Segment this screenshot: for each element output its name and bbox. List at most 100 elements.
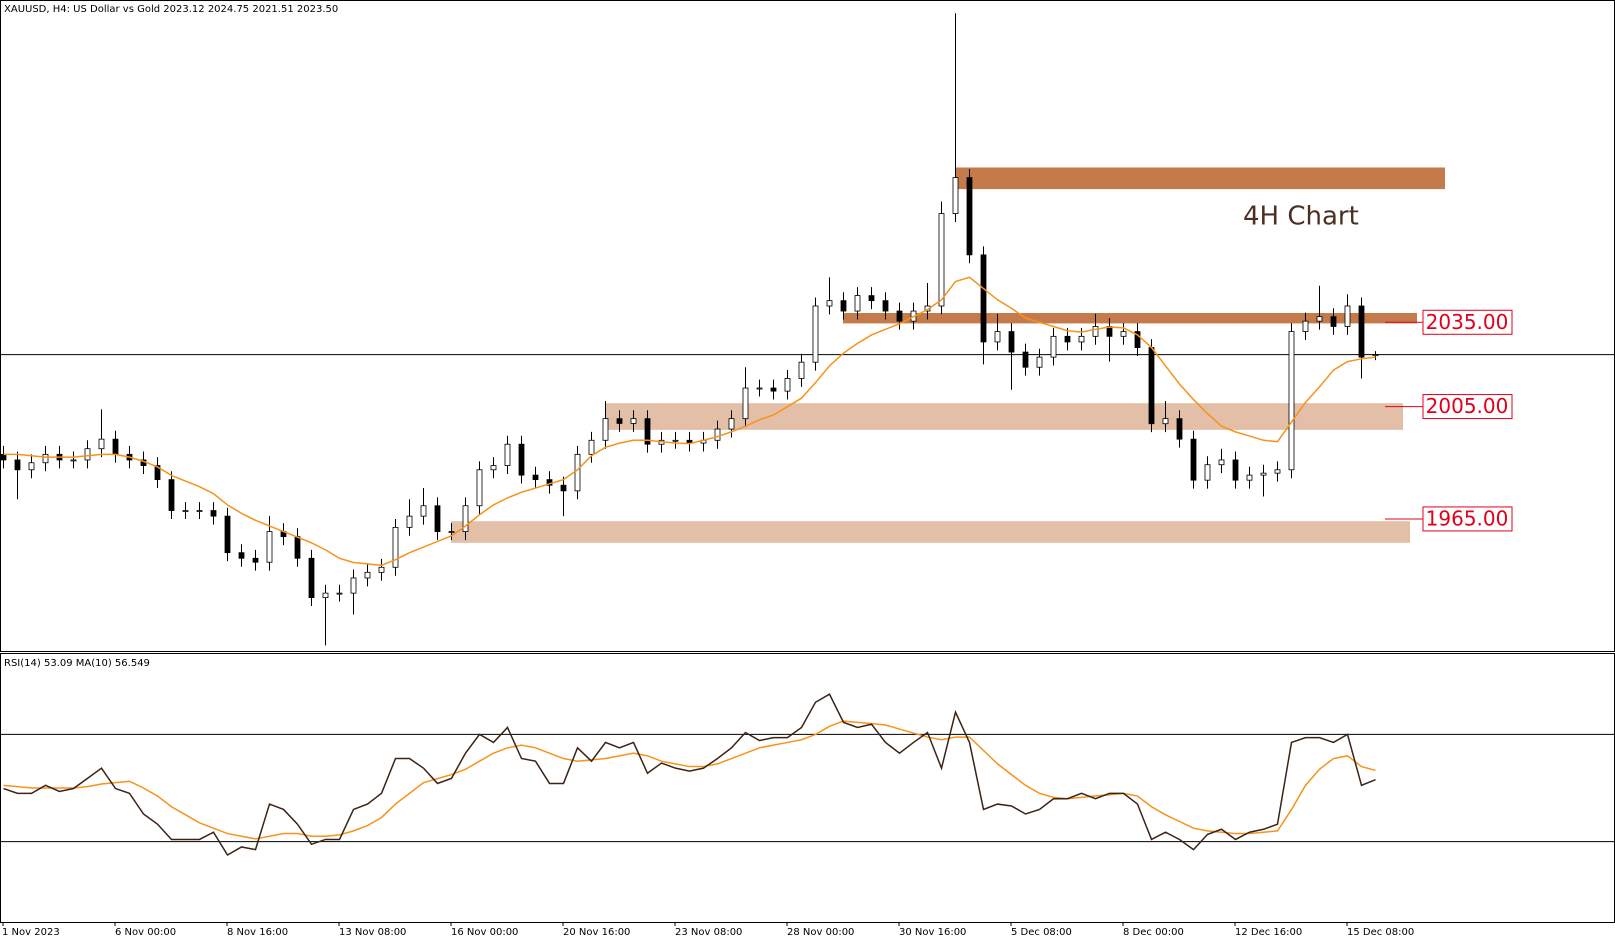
candle-body (392, 526, 399, 568)
candle-body (1176, 418, 1183, 440)
candle-body (1246, 474, 1253, 481)
candle-body (1330, 316, 1337, 327)
candle-body (70, 459, 77, 462)
level-label: 2005.00 (1426, 394, 1509, 418)
candle-body (1120, 331, 1127, 337)
x-tick-label: 1 Nov 2023 (2, 927, 60, 938)
candle-body (532, 474, 539, 481)
candle-body (490, 465, 497, 471)
candle-body (1358, 305, 1365, 358)
candle-body (840, 300, 847, 312)
x-tick-label: 23 Nov 08:00 (675, 927, 742, 938)
candle-body (896, 310, 903, 322)
candle-body (1162, 418, 1169, 425)
candle-body (1050, 335, 1057, 358)
candle-body (1190, 438, 1197, 481)
rsi-panel (0, 653, 1615, 923)
candle-body (756, 387, 763, 390)
candle-body (210, 510, 217, 517)
x-tick-label: 30 Nov 16:00 (899, 927, 966, 938)
candle-body (1288, 331, 1295, 471)
candle-body (364, 571, 371, 579)
candle-body (1218, 459, 1225, 466)
candle-body (1302, 320, 1309, 332)
zone (955, 167, 1445, 190)
candle-body (182, 510, 189, 512)
candle-body (14, 459, 21, 471)
rsi-title: RSI(14) 53.09 MA(10) 56.549 (4, 658, 150, 669)
x-tick-label: 12 Dec 16:00 (1235, 927, 1302, 938)
candle-body (728, 418, 735, 430)
candle-body (798, 361, 805, 379)
candle-body (1344, 305, 1351, 327)
candle-body (994, 331, 1001, 343)
level-box (1422, 506, 1513, 532)
candle-body (1036, 356, 1043, 368)
candle-body (1372, 354, 1379, 357)
candle-body (168, 479, 175, 511)
candle-body (1274, 469, 1281, 474)
candle-body (644, 418, 651, 445)
x-tick-label: 20 Nov 16:00 (563, 927, 630, 938)
candle-body (294, 536, 301, 559)
candle-body (938, 213, 945, 307)
candle-body (504, 443, 511, 466)
x-tick-label: 8 Dec 00:00 (1123, 927, 1184, 938)
candle-body (462, 505, 469, 532)
candle-body (350, 577, 357, 594)
candle-body (882, 300, 889, 312)
candle-body (574, 453, 581, 492)
candle-body (266, 531, 273, 563)
candle-body (602, 418, 609, 441)
candle-body (1078, 335, 1085, 343)
candle-body (1204, 464, 1211, 481)
x-tick-label: 16 Nov 00:00 (451, 927, 518, 938)
x-tick-label: 5 Dec 08:00 (1011, 927, 1072, 938)
candle-body (672, 439, 679, 442)
candle-body (42, 453, 49, 464)
candle-body (112, 438, 119, 455)
candle-body (448, 531, 455, 533)
level-box (1422, 309, 1513, 335)
candle-body (826, 300, 833, 307)
candle-body (1232, 459, 1239, 481)
candle-body (1092, 326, 1099, 337)
candle-body (980, 254, 987, 343)
candle-body (770, 387, 777, 392)
x-tick-label: 6 Nov 00:00 (115, 927, 176, 938)
candle-body (630, 418, 637, 424)
candle-body (1316, 316, 1323, 322)
level-label: 1965.00 (1426, 506, 1509, 530)
candle-body (1260, 472, 1267, 476)
candle-body (952, 177, 959, 214)
candle-body (1134, 331, 1141, 348)
candle-body (1148, 347, 1155, 425)
candle-body (588, 439, 595, 455)
candle-body (714, 428, 721, 441)
candle-body (98, 438, 105, 450)
moving-average (3, 276, 1376, 567)
candle-body (518, 443, 525, 476)
candle-body (742, 387, 749, 420)
annotation: 4H Chart (1243, 202, 1359, 232)
level-box (1422, 394, 1513, 420)
candle-body (966, 177, 973, 256)
candle-body (420, 505, 427, 517)
candle-body (154, 465, 161, 481)
candle-body (616, 418, 623, 424)
candle-body (784, 378, 791, 392)
candle-body (238, 552, 245, 559)
candle-body (28, 462, 35, 471)
candle-body (322, 592, 329, 599)
candle-body (224, 515, 231, 554)
candle-body (1022, 351, 1029, 368)
candle-body (308, 557, 315, 599)
rsi-line (3, 693, 1376, 857)
candle-body (406, 515, 413, 528)
candle-body (434, 505, 441, 532)
candle-body (0, 453, 7, 461)
zone (605, 403, 1403, 430)
zone (843, 313, 1417, 324)
candle-body (378, 566, 385, 573)
